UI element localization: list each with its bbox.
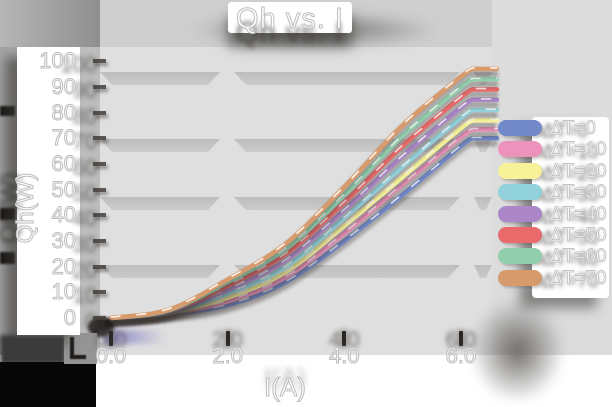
y-tick-mark (93, 238, 106, 243)
y-tick-label: 0 (63, 305, 76, 330)
gridline-band (474, 197, 492, 210)
y-tick-label: 60 (51, 150, 76, 176)
y-tick-label: 90 (51, 73, 76, 99)
gridline-band (474, 265, 492, 278)
legend-swatch-icon (498, 205, 542, 222)
legend-label: ΔT=40 (550, 203, 607, 225)
title-panel (228, 2, 352, 33)
legend-swatch-icon (498, 162, 542, 179)
curve-ΔT=70 (105, 66, 500, 327)
corner-shadow (0, 362, 96, 407)
background-axis-gap (80, 47, 100, 355)
gridline-band (100, 197, 220, 210)
x-tick-mark (342, 331, 347, 346)
legend-swatch-icon (498, 141, 542, 158)
legend-panel (532, 117, 609, 298)
legend-item: ΔT=20 (498, 160, 610, 182)
y-tick-mark (93, 187, 106, 192)
legend-swatch-icon (498, 120, 542, 136)
ylabel-ghost-dash (0, 208, 15, 220)
ylabel-ghost-dash (0, 252, 15, 264)
legend-item: ΔT=0 (498, 119, 610, 139)
background-top-left (0, 0, 100, 48)
ytick-label-panel (17, 47, 80, 335)
y-tick-mark (93, 110, 106, 115)
legend-item: ΔT=30 (498, 183, 610, 203)
legend-label: ΔT=70 (550, 267, 607, 289)
chart-title: Qh vs. I (236, 3, 344, 36)
y-tick-label: 10 (51, 279, 76, 305)
y-tick-mark (93, 290, 106, 295)
legend-swatch-icon (498, 184, 542, 201)
y-tick-label: 20 (51, 253, 76, 279)
legend-label: ΔT=60 (550, 246, 607, 268)
y-tick-label: 50 (51, 176, 76, 202)
legend-label: ΔT=30 (550, 182, 607, 204)
x-tick-mark (225, 331, 230, 346)
y-tick-mark (93, 136, 106, 141)
y-tick-label: 30 (51, 227, 76, 253)
background-left-strip (0, 47, 17, 355)
ylabel-ghost-dash (0, 106, 15, 116)
x-tick-label: 0.0 (95, 343, 127, 368)
gridline-band (100, 265, 220, 278)
y-tick-label: 70 (51, 125, 76, 151)
legend-swatch-icon (498, 248, 542, 265)
legend-shadow (470, 298, 565, 403)
curve-ΔT=20 (105, 118, 500, 327)
gridline-band (100, 139, 220, 152)
x-tick-label: 2.0 (212, 343, 244, 368)
axis-shadow-fade (0, 335, 66, 365)
origin-shadow-blob (88, 317, 114, 337)
legend-item: ΔT=10 (498, 140, 610, 160)
y-tick-mark (93, 213, 106, 218)
x-tick-mark (109, 331, 113, 346)
legend-swatch-icon (498, 227, 542, 243)
origin-smear (104, 330, 166, 344)
legend-label: ΔT=0 (550, 118, 597, 139)
legend-item: ΔT=60 (498, 247, 610, 267)
legend-label: ΔT=20 (550, 160, 607, 182)
legend-item: ΔT=70 (498, 267, 610, 289)
x-tick-label: 6.0 (445, 343, 477, 368)
x-tick-mark (458, 331, 463, 346)
legend-label: ΔT=50 (550, 225, 607, 246)
y-tick-label: 100 (39, 48, 77, 74)
legend-swatch-icon (498, 269, 542, 286)
y-tick-mark (93, 59, 106, 64)
axis-corner-icon (70, 337, 86, 359)
y-tick-mark (93, 84, 106, 89)
y-tick-mark (93, 316, 106, 320)
curve-ΔT=30 (105, 107, 500, 327)
y-tick-label: 40 (51, 202, 76, 228)
y-tick-label: 80 (51, 99, 76, 125)
legend-item: ΔT=50 (498, 226, 610, 246)
y-tick-mark (93, 161, 106, 166)
legend-label: ΔT=10 (550, 139, 607, 161)
gridline-band (234, 72, 460, 85)
legend-item: ΔT=40 (498, 203, 610, 225)
x-axis-label: I(A) (264, 372, 307, 403)
x-tick-label: 4.0 (329, 343, 361, 368)
gridline-band (100, 72, 220, 85)
y-tick-mark (93, 264, 106, 269)
curve-ΔT=40 (105, 97, 500, 327)
